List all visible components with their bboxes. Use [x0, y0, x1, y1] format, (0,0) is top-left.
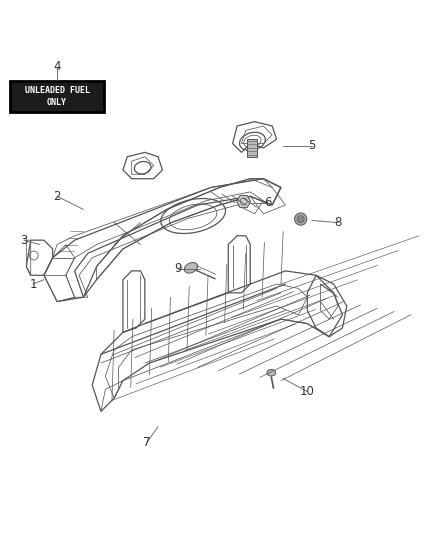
Text: 9: 9 — [173, 262, 181, 275]
FancyBboxPatch shape — [247, 139, 256, 157]
Circle shape — [297, 215, 304, 223]
Text: 10: 10 — [299, 385, 314, 398]
Text: 4: 4 — [53, 60, 61, 73]
Text: 8: 8 — [334, 216, 341, 229]
Ellipse shape — [266, 369, 275, 376]
Text: 5: 5 — [307, 139, 314, 152]
Text: 3: 3 — [21, 233, 28, 247]
Text: 7: 7 — [143, 435, 151, 449]
Ellipse shape — [184, 263, 197, 273]
Text: 1: 1 — [29, 278, 37, 290]
Circle shape — [294, 213, 306, 225]
FancyBboxPatch shape — [10, 81, 104, 112]
Text: UNLEADED FUEL
ONLY: UNLEADED FUEL ONLY — [25, 86, 89, 107]
Text: 6: 6 — [263, 196, 271, 209]
Text: 2: 2 — [53, 190, 61, 203]
